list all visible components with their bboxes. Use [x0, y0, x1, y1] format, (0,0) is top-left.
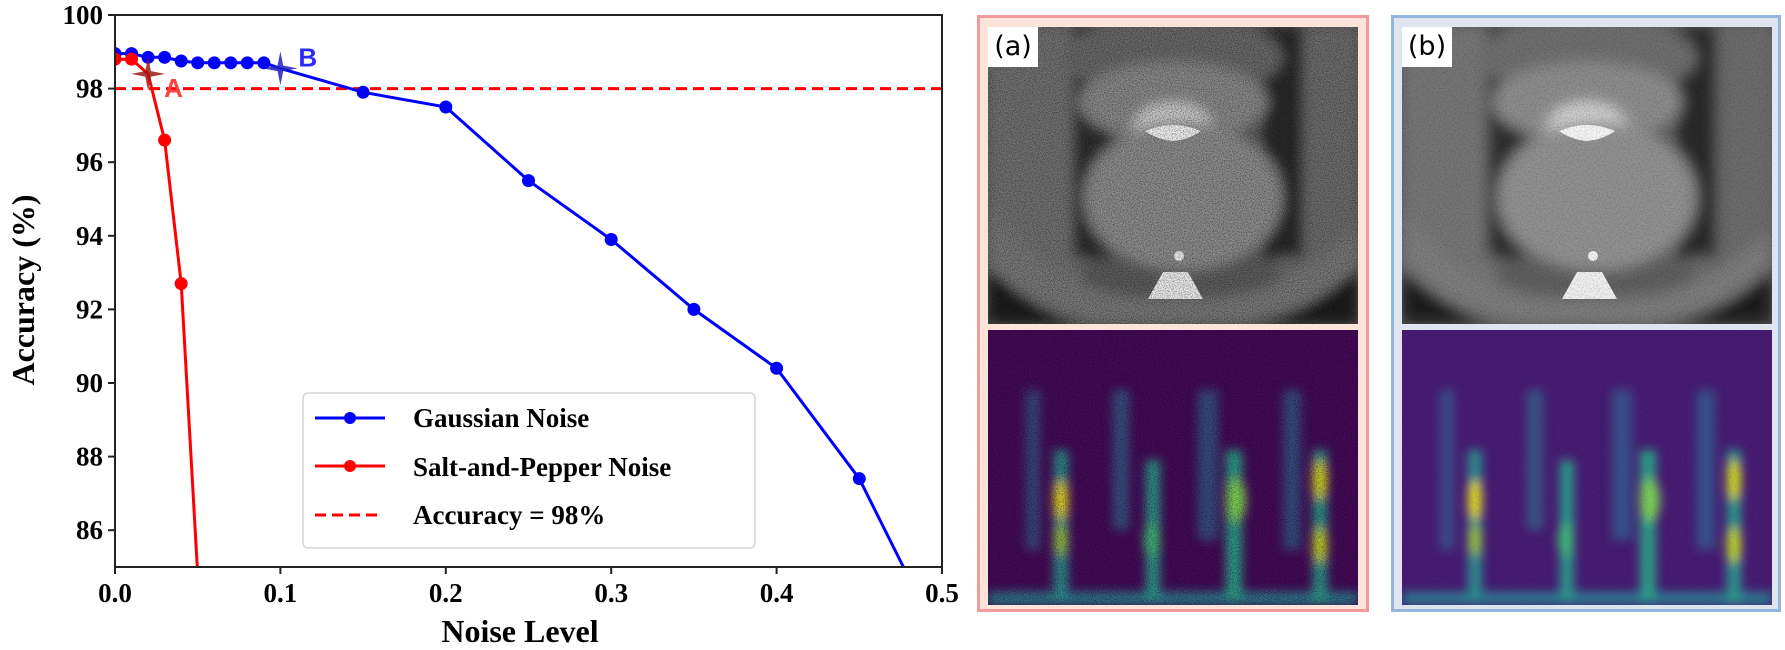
y-tick-label: 96 — [76, 147, 103, 177]
data-point-gaussian — [687, 302, 701, 316]
panel-a-spectrogram — [988, 330, 1358, 605]
x-axis-ticks: 0.0 0.1 0.2 0.3 0.4 0.5 — [98, 567, 959, 608]
data-point-salt-pepper — [125, 52, 139, 66]
data-point-gaussian — [191, 56, 205, 70]
legend-label-gaussian: Gaussian Noise — [413, 403, 589, 433]
data-point-gaussian — [770, 361, 784, 375]
data-point-gaussian — [604, 232, 618, 246]
data-point-gaussian — [852, 472, 866, 486]
data-point-gaussian — [224, 56, 238, 70]
plot-area: AB — [114, 14, 949, 650]
annotation-star-b — [263, 51, 298, 86]
panel-a-label: (a) — [988, 27, 1038, 67]
data-point-gaussian — [936, 638, 949, 650]
series-line-salt-pepper — [115, 57, 199, 567]
legend-item-gaussian: Gaussian Noise — [315, 403, 589, 433]
annotation-star-a — [131, 56, 166, 91]
data-point-gaussian — [207, 56, 221, 70]
data-point-gaussian — [522, 174, 535, 188]
data-point-salt-pepper — [174, 277, 188, 291]
panel-b-label: (b) — [1402, 27, 1452, 67]
x-tick-label: 0.5 — [925, 578, 959, 608]
y-tick-label: 98 — [76, 74, 103, 104]
panel-b-spectrogram — [1402, 330, 1772, 605]
y-tick-label: 94 — [76, 221, 103, 251]
data-point-gaussian — [174, 54, 188, 68]
y-tick-label: 86 — [76, 515, 103, 545]
x-tick-label: 0.4 — [760, 578, 794, 608]
data-point-gaussian — [356, 85, 370, 99]
panel-a-frame: (a) — [977, 15, 1369, 612]
data-point-salt-pepper — [158, 133, 172, 147]
plot-content — [115, 47, 949, 650]
y-tick-label: 92 — [76, 294, 103, 324]
x-tick-label: 0.2 — [429, 578, 463, 608]
panel-b-frame: (b) — [1391, 15, 1781, 612]
legend-item-salt-pepper: Salt-and-Pepper Noise — [315, 452, 671, 482]
x-tick-label: 0.3 — [594, 578, 628, 608]
y-axis-title: Accuracy (%) — [5, 194, 41, 385]
plot-frame — [114, 14, 943, 568]
x-axis-title: Noise Level — [441, 613, 598, 649]
legend-marker-gaussian — [344, 412, 356, 424]
y-tick-label: 100 — [63, 0, 104, 30]
x-tick-label: 0.1 — [264, 578, 298, 608]
data-point-gaussian — [240, 56, 254, 70]
panel-b-photo — [1402, 27, 1772, 324]
y-tick-label: 88 — [76, 442, 103, 472]
y-axis-ticks: 86 88 90 92 94 96 98 100 — [63, 0, 115, 545]
data-point-salt-pepper — [191, 568, 204, 581]
annotations: AB — [131, 42, 317, 103]
data-point-gaussian — [158, 50, 172, 64]
legend-marker-salt-pepper — [344, 460, 356, 472]
annotation-label-b: B — [298, 42, 317, 72]
y-tick-label: 90 — [76, 368, 103, 398]
panel-a-photo — [988, 27, 1358, 324]
legend: Gaussian Noise Salt-and-Pepper Noise Acc… — [302, 392, 756, 549]
data-point-gaussian — [257, 56, 271, 70]
data-point-gaussian — [439, 100, 453, 114]
x-tick-label: 0.0 — [98, 578, 132, 608]
legend-label-threshold: Accuracy = 98% — [413, 500, 605, 530]
annotation-label-a: A — [164, 73, 183, 103]
series-line-gaussian — [115, 52, 906, 567]
legend-item-threshold: Accuracy = 98% — [315, 500, 605, 530]
data-point-salt-pepper — [115, 52, 122, 66]
legend-frame — [302, 392, 756, 549]
legend-label-salt-pepper: Salt-and-Pepper Noise — [413, 452, 671, 482]
